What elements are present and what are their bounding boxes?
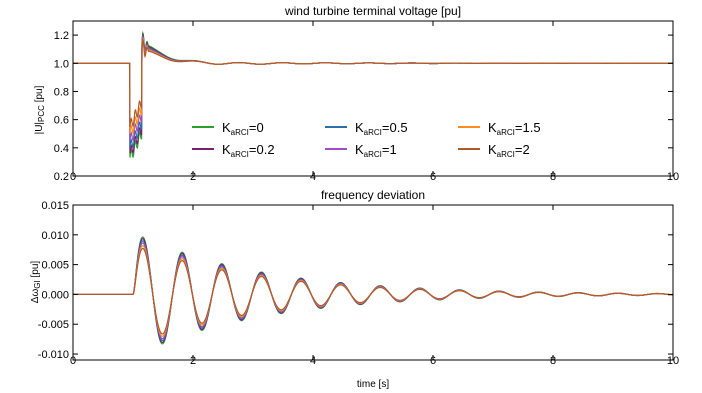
frequency-y-tick-label: 0.010: [41, 230, 69, 242]
legend-subscript: aRCI: [497, 150, 515, 159]
frequency-y-label-sub: GI: [33, 280, 42, 288]
legend-subscript: aRCI: [231, 150, 249, 159]
frequency-x-tick-label: 4: [310, 355, 316, 367]
voltage-y-tick-label: 1.2: [54, 30, 69, 42]
frequency-y-axis-label: ΔωGI [pu]: [30, 261, 42, 304]
frequency-x-tick-label: 8: [550, 355, 556, 367]
voltage-series-line: [73, 36, 674, 135]
voltage-chart-title: wind turbine terminal voltage [pu]: [284, 4, 461, 18]
frequency-chart-title: frequency deviation: [321, 188, 425, 202]
voltage-y-tick-label: 1.0: [54, 58, 69, 70]
voltage-y-ticks: 0.2 0.4 0.6 0.8 1.0 1.2: [54, 30, 673, 183]
frequency-x-tick-label: 6: [430, 355, 436, 367]
legend-symbol: K: [222, 142, 231, 157]
legend-symbol: K: [355, 142, 364, 157]
voltage-y-axis-label: |U|PCC [pu]: [34, 85, 46, 134]
legend: KaRCI=0KaRCI=0.2KaRCI=0.5KaRCI=1KaRCI=1.…: [192, 120, 541, 159]
voltage-x-ticks: 0 2 4 6 8 10: [70, 21, 679, 183]
legend-entry-label: KaRCI=0.5: [355, 120, 408, 137]
voltage-series-line: [73, 37, 674, 128]
frequency-x-ticks: 0 2 4 6 8 10: [70, 205, 679, 367]
voltage-plot-frame: [72, 20, 674, 177]
frequency-chart: frequency deviation -0.010 -0.005 0.000 0.0…: [30, 188, 679, 390]
voltage-y-tick-label: 0.6: [54, 115, 69, 127]
frequency-y-tick-label: 0.015: [41, 200, 69, 212]
frequency-y-label-unit: [pu]: [30, 261, 41, 281]
legend-subscript: aRCI: [364, 150, 382, 159]
frequency-plot-frame: [72, 204, 674, 361]
frequency-series-line: [73, 247, 674, 335]
legend-entry-label: KaRCI=0.2: [222, 142, 275, 159]
frequency-y-tick-label: -0.005: [38, 319, 69, 331]
voltage-series-line: [73, 30, 674, 159]
legend-value: =0.2: [249, 142, 275, 157]
frequency-x-axis-label: time [s]: [357, 379, 389, 390]
frequency-y-tick-label: 0.000: [41, 289, 69, 301]
frequency-plot-area: [73, 236, 674, 345]
legend-symbol: K: [488, 142, 497, 157]
legend-subscript: aRCI: [497, 128, 515, 137]
legend-subscript: aRCI: [364, 128, 382, 137]
voltage-x-tick-label: 8: [550, 171, 556, 183]
voltage-y-label-sub: PCC: [37, 105, 46, 122]
legend-entry-label: KaRCI=1: [355, 142, 397, 159]
voltage-x-tick-label: 4: [310, 171, 316, 183]
legend-value: =1.5: [515, 120, 541, 135]
voltage-y-label-unit: [pu]: [34, 85, 45, 105]
legend-subscript: aRCI: [231, 128, 249, 137]
voltage-y-tick-label: 0.8: [54, 86, 69, 98]
legend-entry-label: KaRCI=0: [222, 120, 264, 137]
legend-value: =0.5: [382, 120, 408, 135]
frequency-y-ticks: -0.010 -0.005 0.000 0.005 0.010 0.015: [38, 200, 673, 361]
legend-entry-label: KaRCI=2: [488, 142, 530, 159]
frequency-x-tick-label: 10: [667, 355, 679, 367]
voltage-plot-area: [73, 30, 674, 159]
legend-value: =2: [515, 142, 530, 157]
voltage-x-tick-label: 0: [70, 171, 76, 183]
frequency-y-tick-label: 0.005: [41, 260, 69, 272]
legend-value: =0: [249, 120, 264, 135]
frequency-x-tick-label: 0: [70, 355, 76, 367]
legend-entry-label: KaRCI=1.5: [488, 120, 541, 137]
legend-value: =1: [382, 142, 397, 157]
legend-symbol: K: [488, 120, 497, 135]
voltage-x-tick-label: 6: [430, 171, 436, 183]
frequency-y-tick-label: -0.010: [38, 349, 69, 361]
legend-symbol: K: [222, 120, 231, 135]
frequency-x-tick-label: 2: [190, 355, 196, 367]
voltage-chart: wind turbine terminal voltage [pu] 0.20.…: [34, 4, 679, 183]
frequency-y-label-main: Δω: [30, 289, 41, 304]
voltage-x-tick-label: 10: [667, 171, 679, 183]
voltage-x-tick-label: 2: [190, 171, 196, 183]
voltage-y-tick-label: 0.4: [54, 143, 69, 155]
voltage-y-tick-label: 0.2: [54, 171, 69, 183]
legend-symbol: K: [355, 120, 364, 135]
voltage-series-line: [73, 34, 674, 142]
voltage-y-label-main: |U|: [34, 122, 45, 134]
